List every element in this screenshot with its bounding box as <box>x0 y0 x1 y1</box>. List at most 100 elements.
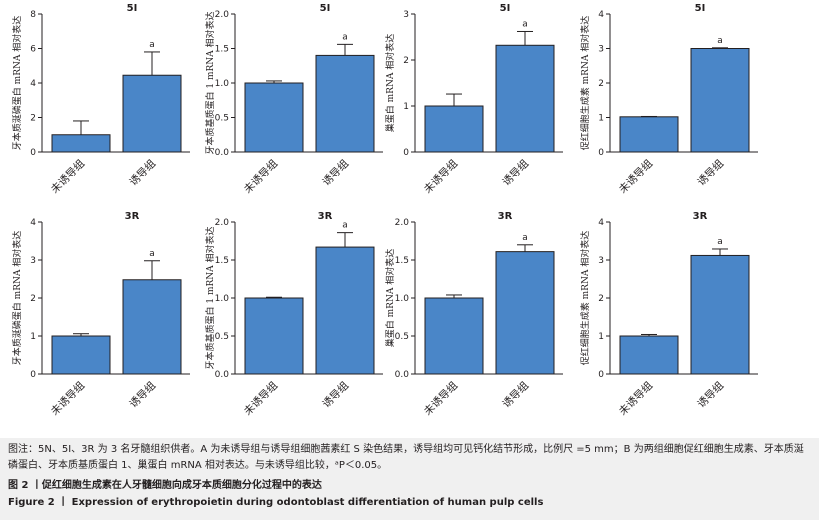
y-tick-label: 1.0 <box>395 294 410 304</box>
x-tick-label: 诱导组 <box>127 379 159 411</box>
x-tick-label: 诱导组 <box>500 379 532 411</box>
y-tick-label: 2.0 <box>215 10 230 20</box>
y-tick-label: 3 <box>598 45 604 55</box>
chart-title: 5I <box>320 3 331 14</box>
bar <box>424 105 484 153</box>
y-tick-label: 0 <box>598 370 604 380</box>
bar <box>51 335 111 375</box>
significance-label: a <box>149 249 155 259</box>
y-tick-label: 2 <box>30 294 36 304</box>
y-axis-label: 巢蛋白 mRNA 相对表达 <box>384 34 396 132</box>
bar <box>619 335 679 375</box>
bar <box>122 279 182 375</box>
y-tick-label: 1.5 <box>215 256 229 266</box>
y-tick-label: 2 <box>403 56 409 66</box>
figure-caption: 图注：5N、5I、3R 为 3 名牙髓组织供者。A 为未诱导组与诱导组细胞茜素红… <box>0 438 819 520</box>
chart-grid: 5I 0 2 4 6 8 牙本质涎磷蛋白 mRNA 相对表达 未诱导组 a 诱导组 5I 0.0 0.5… <box>11 3 758 418</box>
y-tick-label: 0.5 <box>215 332 229 342</box>
x-tick-label: 未诱导组 <box>421 379 460 418</box>
bar <box>244 297 304 375</box>
y-tick-label: 2.0 <box>215 218 230 228</box>
y-axis-label: 牙本质基质蛋白 1 mRNA 相对表达 <box>204 12 216 155</box>
x-tick-label: 诱导组 <box>695 157 727 189</box>
x-tick-label: 未诱导组 <box>241 157 280 196</box>
y-axis-label: 促红细胞生成素 mRNA 相对表达 <box>579 16 591 150</box>
bar <box>315 246 375 375</box>
significance-label: a <box>522 233 528 243</box>
x-tick-label: 未诱导组 <box>616 379 655 418</box>
significance-label: a <box>342 221 348 231</box>
y-tick-label: 1 <box>30 332 36 342</box>
y-axis-label: 牙本质基质蛋白 1 mRNA 相对表达 <box>204 227 216 370</box>
bar <box>690 254 750 375</box>
bar <box>51 134 111 153</box>
x-tick-label: 未诱导组 <box>241 379 280 418</box>
bar <box>495 44 555 153</box>
y-tick-label: 0.5 <box>215 114 229 124</box>
significance-label: a <box>342 32 348 42</box>
bar <box>315 54 375 153</box>
y-tick-label: 4 <box>30 79 36 89</box>
significance-label: a <box>717 36 723 46</box>
y-tick-label: 1.0 <box>215 79 230 89</box>
y-tick-label: 0.5 <box>395 332 409 342</box>
x-tick-label: 诱导组 <box>695 379 727 411</box>
y-tick-label: 3 <box>403 10 409 20</box>
chart-title: 3R <box>125 211 140 222</box>
y-tick-label: 1.0 <box>215 294 230 304</box>
significance-label: a <box>717 237 723 247</box>
x-tick-label: 未诱导组 <box>421 157 460 196</box>
y-tick-label: 1 <box>403 102 409 112</box>
bar <box>424 297 484 375</box>
y-tick-label: 0.0 <box>395 370 410 380</box>
chart-title: 3R <box>693 211 708 222</box>
y-tick-label: 0 <box>598 148 604 158</box>
y-tick-label: 3 <box>598 256 604 266</box>
y-axis-label: 牙本质涎磷蛋白 mRNA 相对表达 <box>11 231 23 365</box>
y-tick-label: 3 <box>30 256 36 266</box>
y-tick-label: 6 <box>30 45 36 55</box>
x-tick-label: 诱导组 <box>320 379 352 411</box>
chart-title: 3R <box>318 211 333 222</box>
chart-title: 5I <box>500 3 511 14</box>
significance-label: a <box>149 40 155 50</box>
y-tick-label: 0.0 <box>215 370 230 380</box>
chart-title: 5I <box>127 3 138 14</box>
y-tick-label: 0 <box>30 148 36 158</box>
bar <box>122 74 182 153</box>
caption-title-cn: 图 2 丨促红细胞生成素在人牙髓细胞向成牙本质细胞分化过程中的表达 <box>8 480 322 491</box>
bar <box>690 48 750 153</box>
x-tick-label: 诱导组 <box>320 157 352 189</box>
y-tick-label: 1.5 <box>215 45 229 55</box>
bar <box>244 82 304 153</box>
y-tick-label: 4 <box>598 218 604 228</box>
y-tick-label: 1.5 <box>395 256 409 266</box>
y-tick-label: 2 <box>598 79 604 89</box>
x-tick-label: 诱导组 <box>127 157 159 189</box>
x-tick-label: 未诱导组 <box>48 157 87 196</box>
significance-label: a <box>522 19 528 29</box>
y-tick-label: 2.0 <box>395 218 410 228</box>
y-tick-label: 0.0 <box>215 148 230 158</box>
y-tick-label: 0 <box>403 148 409 158</box>
y-tick-label: 2 <box>30 114 36 124</box>
y-axis-label: 巢蛋白 mRNA 相对表达 <box>384 249 396 347</box>
caption-title-en: Figure 2 丨 Expression of erythropoietin … <box>8 497 544 508</box>
y-tick-label: 4 <box>598 10 604 20</box>
chart-title: 3R <box>498 211 513 222</box>
chart-title: 5I <box>695 3 706 14</box>
y-axis-label: 促红细胞生成素 mRNA 相对表达 <box>579 231 591 365</box>
y-tick-label: 1 <box>598 114 604 124</box>
y-tick-label: 2 <box>598 294 604 304</box>
bar <box>619 116 679 153</box>
y-tick-label: 4 <box>30 218 36 228</box>
x-tick-label: 诱导组 <box>500 157 532 189</box>
